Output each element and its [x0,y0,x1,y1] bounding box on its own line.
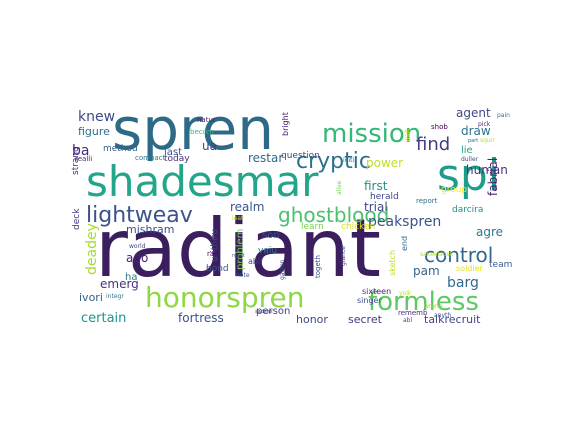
cloud-word: note [236,272,250,279]
cloud-word: vaiu [258,246,277,256]
cloud-word: power [366,156,403,170]
cloud-word: sadeas [255,309,273,315]
cloud-word: anyth [434,312,451,319]
cloud-word: peakspren [368,214,441,230]
cloud-word: ua [202,139,217,153]
cloud-word: deck [72,208,82,230]
cloud-word: ba [72,143,89,159]
cloud-word: figure [78,125,110,138]
cloud-word: spren [112,95,274,163]
cloud-word: gaston [279,259,286,280]
cloud-word: secret [348,313,383,326]
cloud-word: sixteen [362,287,391,296]
cloud-word: end [400,236,409,251]
cloud-word: question [281,151,320,161]
cloud-word: last [164,147,182,158]
cloud-word: restar [248,151,283,165]
cloud-word: lightweav [86,203,193,228]
cloud-word: becom [190,128,214,136]
cloud-word: control [424,243,493,267]
cloud-word: agre [476,225,503,239]
cloud-word: formless [368,287,479,317]
cloud-word: shob [431,123,448,131]
cloud-word: singer [357,296,382,305]
cloud-word: person [256,306,290,317]
cloud-word: pain [497,112,510,119]
cloud-word: realli [75,155,92,163]
cloud-word: ha [125,272,137,283]
cloud-word: world [129,243,146,250]
cloud-word: herald [370,192,399,202]
cloud-word: strang [71,146,81,175]
cloud-word: radiant [95,202,381,295]
cloud-word: mishram [126,223,174,236]
cloud-word: barg [447,275,479,291]
cloud-word: problem [235,229,246,270]
cloud-word: bright [281,112,290,136]
cloud-word: abil [248,257,262,266]
cloud-word: pam [413,264,440,278]
cloud-word: agent [456,106,491,120]
cloud-word: bond [206,264,229,274]
cloud-word: lie [461,145,473,156]
cloud-word: ado [126,251,148,265]
cloud-word: duller [461,156,479,163]
cloud-word: wrong [424,303,443,310]
cloud-word: deadey [84,223,100,275]
cloud-word: chicken [341,222,375,232]
cloud-word: abl [403,317,412,324]
cloud-word: method [103,144,138,154]
cloud-word: compact [135,154,166,162]
cloud-word: certain [81,311,126,326]
cloud-word: first [364,179,388,193]
cloud-word: natur [197,116,216,124]
cloud-word: realm [230,200,264,214]
cloud-word: honorspren [145,281,305,314]
cloud-word: emerg [100,277,139,291]
cloud-word: alive [336,180,343,195]
cloud-word: team [489,260,512,270]
cloud-word: yolk [399,290,412,297]
cloud-word: soldier [456,264,484,273]
cloud-word: rail [207,250,218,258]
cloud-word: wait [404,129,411,142]
cloud-word: today [164,154,190,164]
cloud-word: ghostblood [278,203,389,227]
cloud-word: urithiru [210,229,220,262]
cloud-word: knew [78,109,115,125]
cloud-word: roast [232,253,245,259]
cloud-word: integr [106,293,124,300]
cloud-word: sketch [388,250,397,276]
cloud-word: pick [478,121,491,128]
cloud-word: group [441,185,467,195]
cloud-word: initi [343,157,354,164]
cloud-word: rememb [398,309,428,317]
cloud-word: human [466,163,508,177]
cloud-word: sakeelaosk [420,251,454,258]
cloud-word: shadesmar [86,157,319,206]
cloud-word: draw [461,124,491,138]
cloud-word: talkrecruit [424,313,481,326]
cloud-word: trial [364,200,388,214]
cloud-word: cryptic [296,149,371,174]
cloud-word: son [262,230,280,241]
cloud-word: leat [232,215,244,222]
cloud-word: honor [296,313,328,326]
cloud-word: part [468,138,478,144]
cloud-word: glance [340,246,347,266]
cloud-word: fabrial [486,158,500,196]
cloud-word: fortress [178,311,224,325]
cloud-word: report [416,197,438,205]
cloud-word: darcira [452,205,483,215]
cloud-word: spi [437,150,500,201]
cloud-word: mission [322,119,421,149]
cloud-word: find [416,134,450,155]
cloud-word: ivori [79,291,103,304]
cloud-word: togeth [314,255,322,278]
cloud-word: squir [480,137,495,144]
cloud-word: learn [301,222,324,232]
